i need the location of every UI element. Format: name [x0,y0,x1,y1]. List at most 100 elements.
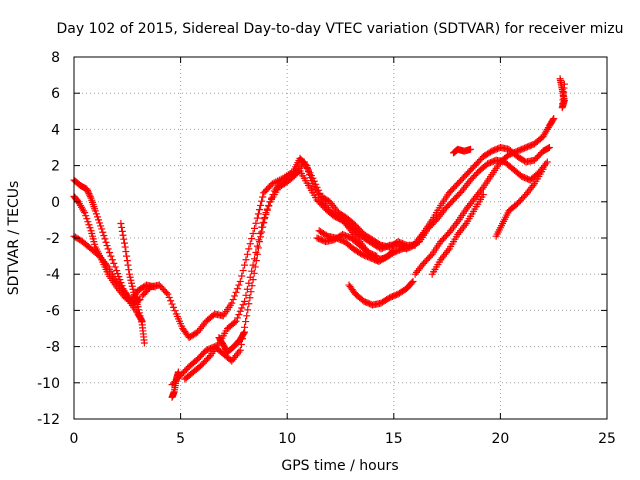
data-point-marker [93,213,101,221]
data-point-marker [239,301,247,309]
x-tick-label: 10 [278,431,296,447]
data-point-marker [240,329,248,337]
data-point-marker [255,236,263,244]
data-point-marker [309,174,317,182]
series-trace-p [168,368,182,401]
y-tick-label: -6 [46,303,60,319]
data-point-marker [371,251,379,259]
data-point-marker [86,193,94,201]
data-point-marker [314,186,322,194]
data-point-marker [232,288,240,296]
x-tick-label: 0 [70,431,79,447]
data-point-marker [106,248,114,256]
data-point-marker [98,225,106,233]
data-point-marker [241,328,249,336]
data-point-marker [111,263,119,271]
series-trace-j [345,277,417,309]
x-tick-label: 20 [491,431,509,447]
data-point-marker [169,303,177,311]
data-point-marker [122,248,130,256]
data-point-marker [113,267,121,275]
data-point-marker [128,279,136,287]
data-point-marker [238,304,246,312]
data-point-marker [241,261,249,269]
data-point-marker [114,270,122,278]
data-point-marker [316,189,324,197]
data-point-marker [136,312,144,320]
y-tick-label: 4 [51,122,60,138]
y-tick-label: 6 [51,86,60,102]
y-tick-label: 2 [51,159,60,175]
data-point-marker [135,309,143,317]
series-trace-n [492,165,547,240]
data-point-marker [228,299,236,307]
data-point-marker [243,285,251,293]
data-point-marker [245,245,253,253]
data-point-marker [99,228,107,236]
data-point-marker [243,250,251,258]
data-point-marker [245,279,253,287]
data-point-marker [235,311,243,319]
data-point-marker [123,257,131,265]
data-point-marker [138,318,146,326]
data-point-marker [82,212,90,220]
y-tick-label: 8 [51,50,60,66]
data-point-marker [91,207,99,215]
data-point-marker [81,209,89,217]
data-point-marker [312,180,320,188]
data-point-marker [246,294,254,302]
data-point-marker [86,224,94,232]
data-point-marker [427,252,435,260]
data-point-marker [168,300,176,308]
data-point-marker [252,219,260,227]
data-point-marker [119,231,127,239]
data-point-marker [110,259,118,267]
data-point-marker [123,252,131,260]
data-points [70,75,568,401]
data-point-marker [174,368,182,376]
data-point-marker [97,222,105,230]
data-point-marker [255,206,263,214]
data-point-marker [259,219,267,227]
axis-ticks [73,56,608,420]
data-point-marker [242,318,250,326]
data-point-marker [245,300,253,308]
data-point-marker [92,210,100,218]
data-point-marker [242,291,250,299]
data-point-marker [408,279,416,287]
data-point-marker [539,165,547,173]
data-point-marker [165,293,173,301]
y-tick-label: -12 [37,412,60,428]
data-point-marker [313,183,321,191]
data-point-marker [84,188,92,196]
data-point-marker [236,277,244,285]
series-trace-l [428,191,487,278]
data-point-marker [242,256,250,264]
data-point-marker [140,339,148,347]
data-point-marker [125,270,133,278]
y-tick-label: -2 [46,231,60,247]
data-point-marker [479,191,487,199]
data-point-marker [120,235,128,243]
data-point-marker [243,312,251,320]
data-point-marker [246,240,254,248]
x-axis-label: GPS time / hours [281,458,398,474]
data-point-marker [252,248,260,256]
data-point-marker [118,227,126,235]
data-point-marker [244,306,252,314]
data-point-marker [263,206,271,214]
data-point-marker [260,215,268,223]
y-tick-label: -8 [46,340,60,356]
data-point-marker [137,315,145,323]
data-point-marker [257,201,265,209]
data-point-marker [238,272,246,280]
data-point-marker [85,221,93,229]
data-point-marker [233,314,241,322]
data-point-marker [543,158,551,166]
data-point-marker [233,285,241,293]
x-tick-label: 5 [176,431,185,447]
data-point-marker [249,261,257,269]
y-tick-label: 0 [51,195,60,211]
data-point-marker [256,229,264,237]
